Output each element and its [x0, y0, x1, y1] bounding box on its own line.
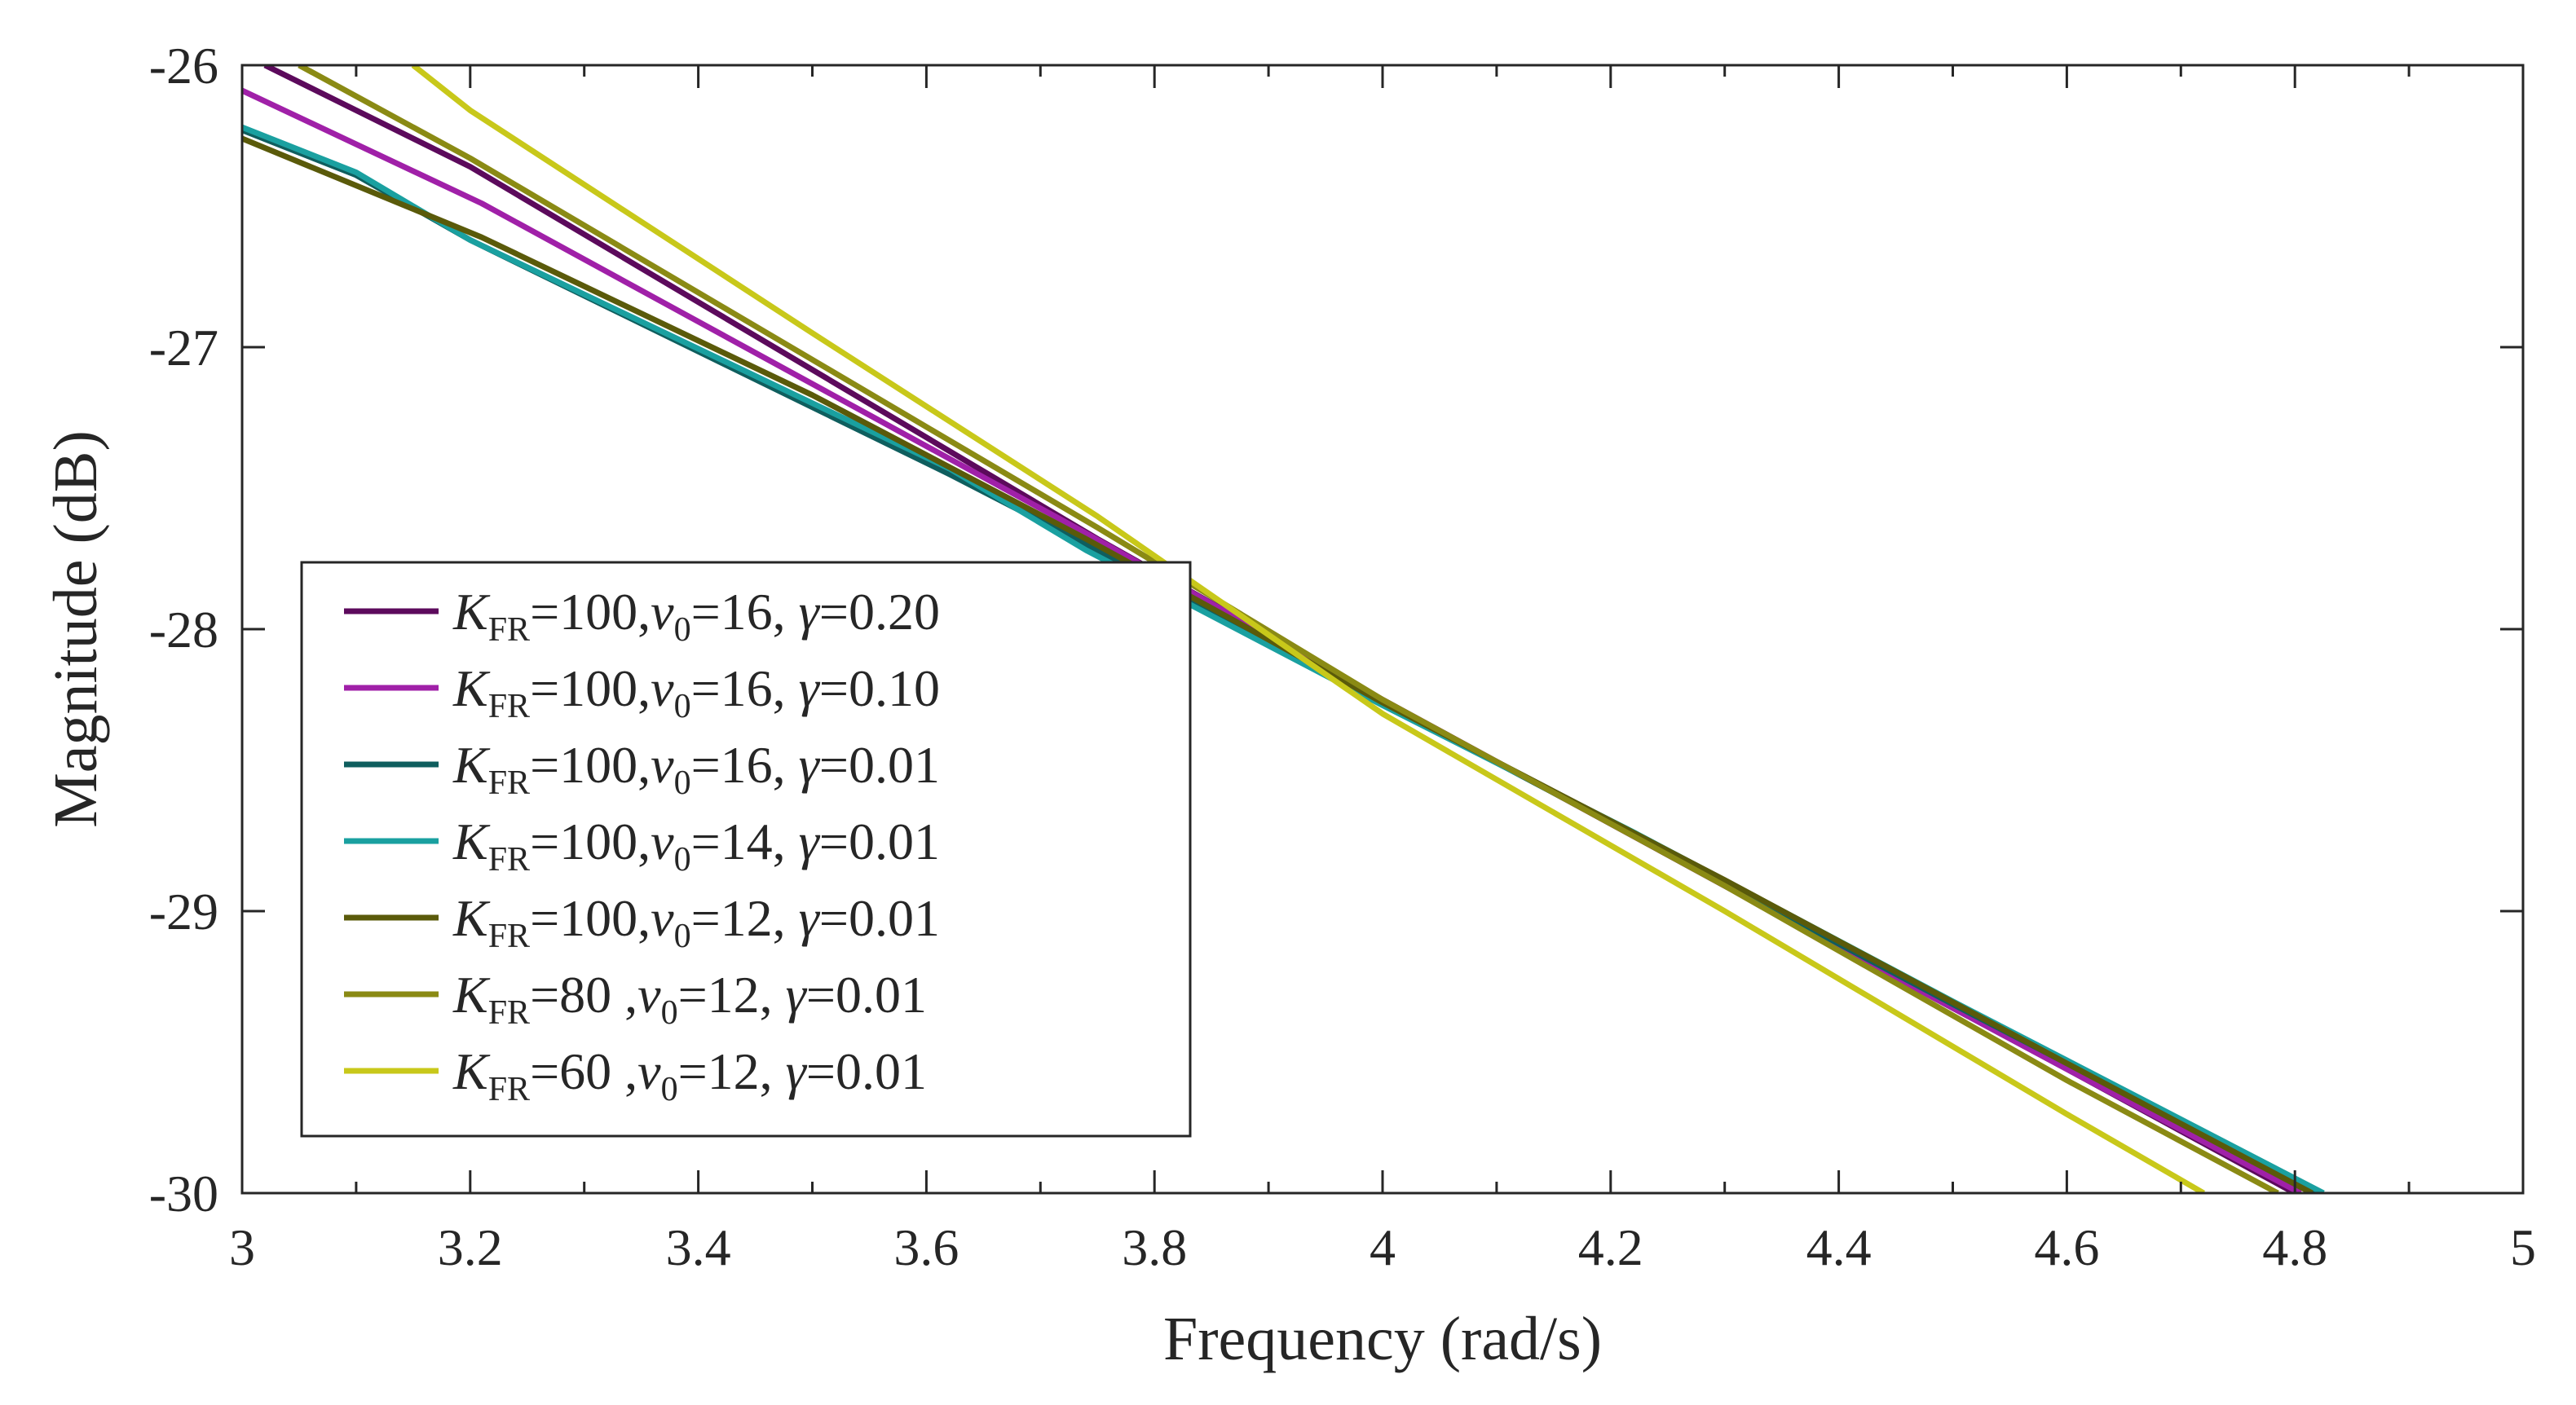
series-line-5 [242, 135, 2314, 1193]
x-tick-label: 4.6 [2034, 1218, 2099, 1276]
legend-label-3: KFR=100,v0=16, γ=0.01 [452, 736, 940, 802]
x-tick-label: 3.8 [1122, 1218, 1187, 1276]
legend-label-1: KFR=100,v0=16, γ=0.20 [452, 583, 940, 649]
x-axis-title: Frequency (rad/s) [1163, 1305, 1602, 1373]
y-tick-labels: -26 -27 -28 -29 -30 [149, 37, 218, 1222]
y-axis-title: Magnitude (dB) [42, 430, 110, 828]
y-tick-label: -26 [149, 37, 218, 95]
ticks-layer [240, 64, 2525, 1195]
legend-box [300, 561, 1192, 1138]
x-tick-label: 4.2 [1578, 1218, 1643, 1276]
legend-label-7: KFR=60 ,v0=12, γ=0.01 [452, 1042, 927, 1108]
x-tick-label: 3.6 [893, 1218, 959, 1276]
y-tick-label: -30 [149, 1165, 218, 1222]
x-tick-label: 4 [1370, 1218, 1396, 1276]
legend: KFR=100,v0=16, γ=0.20 KFR=100,v0=16, γ=0.… [300, 561, 1192, 1138]
y-tick-label: -27 [149, 319, 218, 377]
legend-label-4: KFR=100,v0=14, γ=0.01 [452, 813, 940, 879]
x-tick-label: 3.2 [438, 1218, 503, 1276]
legend-label-2: KFR=100,v0=16, γ=0.10 [452, 659, 940, 725]
x-tick-label: 5 [2510, 1218, 2536, 1276]
series-line-6 [298, 65, 2279, 1193]
y-tick-label: -29 [149, 883, 218, 940]
legend-label-6: KFR=80 ,v0=12, γ=0.01 [452, 966, 927, 1032]
series-line-7 [411, 65, 2206, 1193]
x-tick-label: 4.8 [2262, 1218, 2327, 1276]
y-tick-label: -28 [149, 601, 218, 658]
legend-label-5: KFR=100,v0=12, γ=0.01 [452, 889, 940, 955]
series-layer [242, 65, 2325, 1193]
x-tick-label: 3 [229, 1218, 255, 1276]
x-tick-label: 4.4 [1806, 1218, 1872, 1276]
x-tick-label: 3.4 [666, 1218, 731, 1276]
x-tick-labels: 3 3.2 3.4 3.6 3.8 4 4.2 4.4 4.6 4.8 5 [229, 1218, 2536, 1276]
